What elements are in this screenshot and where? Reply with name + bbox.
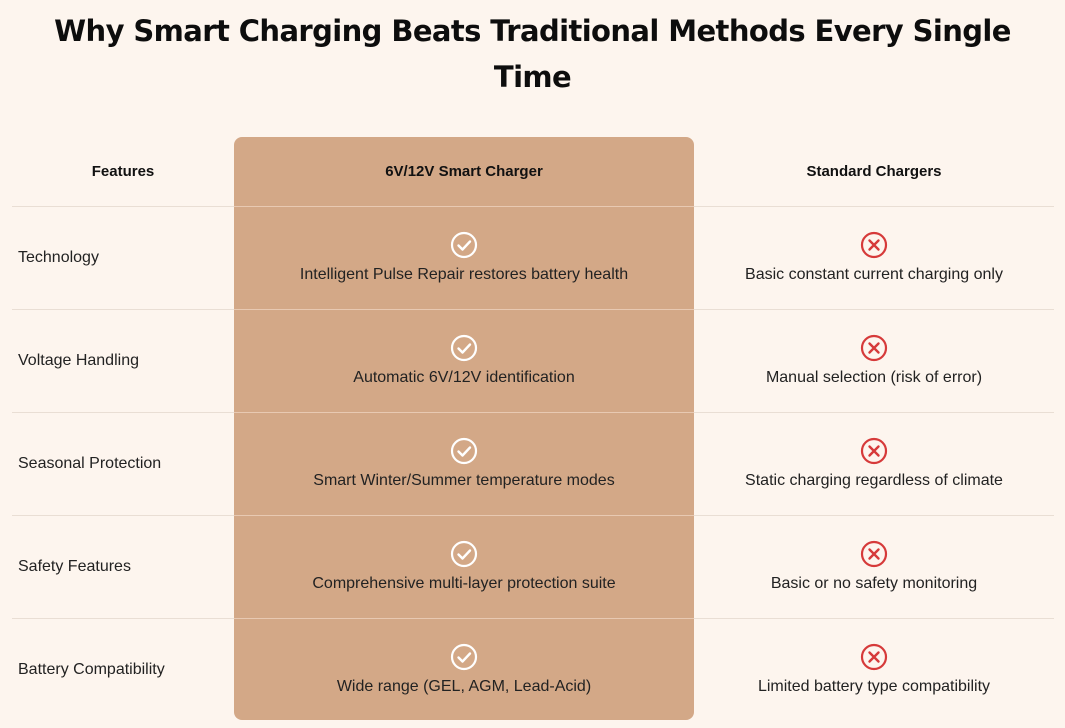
table-header-row: Features 6V/12V Smart Charger Standard C… [12,137,1054,206]
table-row: Technology Intelligent Pulse Repair rest… [12,206,1054,309]
smart-cell: Wide range (GEL, AGM, Lead-Acid) [234,619,694,721]
check-circle-icon [450,540,478,568]
x-circle-icon [860,540,888,568]
smart-cell: Automatic 6V/12V identification [234,310,694,412]
check-circle-icon [450,437,478,465]
smart-charger-column-highlight [234,137,694,720]
feature-label: Voltage Handling [18,352,139,369]
table-row: Voltage Handling Automatic 6V/12V identi… [12,309,1054,412]
standard-cell: Manual selection (risk of error) [694,310,1054,412]
check-circle-icon [450,334,478,362]
smart-cell-text: Automatic 6V/12V identification [353,369,575,386]
x-circle-icon [860,231,888,259]
check-circle-icon [450,231,478,259]
table-row: Safety Features Comprehensive multi-laye… [12,515,1054,618]
smart-cell: Comprehensive multi-layer protection sui… [234,516,694,618]
standard-cell-text: Limited battery type compatibility [757,678,991,695]
x-circle-icon [860,643,888,671]
smart-cell-text: Intelligent Pulse Repair restores batter… [299,266,629,283]
standard-cell-text: Basic constant current charging only [745,266,1003,283]
smart-cell: Smart Winter/Summer temperature modes [234,413,694,515]
standard-cell-text: Static charging regardless of climate [745,472,1003,489]
standard-cell: Static charging regardless of climate [694,413,1054,515]
smart-cell-text: Wide range (GEL, AGM, Lead-Acid) [336,678,592,695]
feature-label: Technology [18,249,99,266]
header-smart-charger: 6V/12V Smart Charger [385,163,543,180]
feature-label: Seasonal Protection [18,455,162,472]
check-circle-icon [450,643,478,671]
feature-label: Battery Compatibility [18,661,165,678]
smart-cell-text: Comprehensive multi-layer protection sui… [312,575,616,592]
x-circle-icon [860,334,888,362]
standard-cell: Basic constant current charging only [694,207,1054,309]
comparison-table: Features 6V/12V Smart Charger Standard C… [12,137,1054,721]
page-title: Why Smart Charging Beats Traditional Met… [54,14,1011,94]
standard-cell: Basic or no safety monitoring [694,516,1054,618]
x-circle-icon [860,437,888,465]
smart-cell-text: Smart Winter/Summer temperature modes [313,472,615,489]
smart-cell: Intelligent Pulse Repair restores batter… [234,207,694,309]
standard-cell-text: Manual selection (risk of error) [765,369,983,386]
feature-label: Safety Features [18,558,131,575]
standard-cell-text: Basic or no safety monitoring [770,575,978,592]
standard-cell: Limited battery type compatibility [694,619,1054,721]
table-row: Battery Compatibility Wide range (GEL, A… [12,618,1054,721]
header-features: Features [91,163,155,180]
table-row: Seasonal Protection Smart Winter/Summer … [12,412,1054,515]
header-standard-chargers: Standard Chargers [806,163,942,180]
